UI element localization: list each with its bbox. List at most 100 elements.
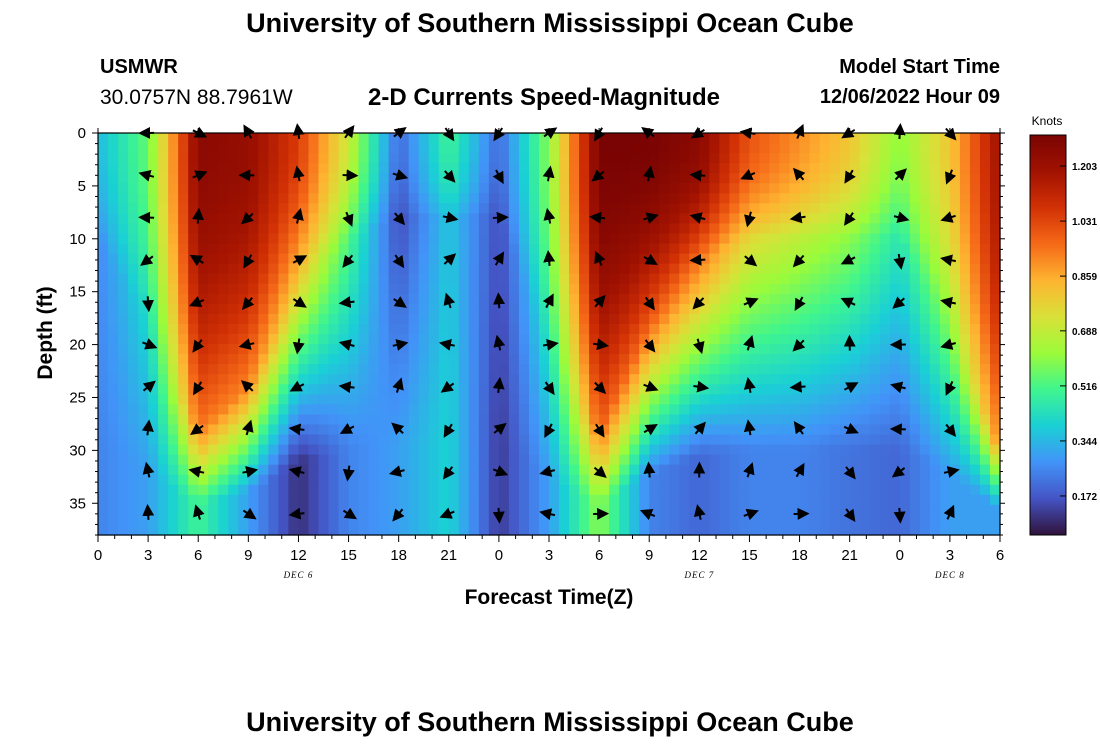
- heatmap-cell: [348, 424, 360, 436]
- heatmap-cell: [348, 364, 360, 375]
- heatmap-cell: [368, 334, 380, 345]
- heatmap-cell: [559, 143, 570, 154]
- heatmap-cell: [819, 243, 831, 255]
- heatmap-cell: [599, 514, 610, 526]
- heatmap-cell: [298, 133, 310, 144]
- heatmap-cell: [408, 484, 420, 496]
- heatmap-cell: [278, 203, 290, 214]
- heatmap-cell: [559, 524, 570, 536]
- heatmap-cell: [799, 434, 811, 446]
- heatmap-cell: [749, 313, 761, 325]
- heatmap-cell: [769, 374, 781, 385]
- heatmap-cell: [238, 394, 249, 405]
- heatmap-cell: [428, 193, 440, 204]
- heatmap-cell: [639, 233, 650, 245]
- heatmap-cell: [168, 253, 179, 265]
- current-vector-arrow: [338, 381, 355, 394]
- heatmap-cell: [619, 474, 630, 486]
- current-vector-arrow: [940, 211, 956, 223]
- chart-subtitle: 2-D Currents Speed-Magnitude: [368, 84, 721, 111]
- heatmap-cell: [989, 173, 1001, 184]
- heatmap-cell: [178, 394, 189, 405]
- heatmap-cell: [488, 474, 500, 486]
- heatmap-cell: [188, 364, 199, 375]
- heatmap-cell: [288, 323, 300, 335]
- current-vector-arrow: [892, 296, 906, 309]
- heatmap-cell: [288, 233, 300, 245]
- heatmap-cell: [729, 233, 741, 245]
- heatmap-cell: [188, 514, 199, 526]
- current-vector-arrow: [643, 296, 655, 311]
- heatmap-cell: [659, 384, 670, 395]
- heatmap-cell: [208, 504, 219, 516]
- heatmap-cell: [619, 243, 630, 255]
- heatmap-cell: [398, 354, 410, 365]
- heatmap-cell: [288, 404, 300, 415]
- heatmap-cell: [488, 163, 500, 174]
- heatmap-cell: [909, 263, 921, 275]
- heatmap-cell: [258, 424, 269, 436]
- heatmap-cell: [258, 143, 269, 154]
- heatmap-cell: [619, 374, 630, 385]
- heatmap-cell: [909, 364, 921, 375]
- heatmap-cell: [799, 514, 811, 526]
- heatmap-cell: [969, 464, 981, 476]
- heatmap-cell: [508, 213, 520, 225]
- heatmap-cell: [378, 323, 390, 335]
- heatmap-cell: [889, 213, 901, 225]
- heatmap-cell: [378, 133, 390, 144]
- heatmap-cell: [428, 384, 440, 395]
- heatmap-cell: [619, 173, 630, 184]
- heatmap-cell: [849, 293, 861, 305]
- heatmap-cell: [709, 283, 720, 295]
- heatmap-cell: [889, 354, 901, 365]
- heatmap-cell: [228, 474, 239, 486]
- heatmap-cell: [268, 394, 279, 405]
- heatmap-cell: [318, 243, 330, 255]
- heatmap-cell: [368, 444, 380, 456]
- heatmap-cell: [228, 313, 239, 325]
- heatmap-cell: [719, 424, 730, 436]
- heatmap-cell: [799, 313, 811, 325]
- heatmap-cell: [428, 173, 440, 184]
- heatmap-cell: [148, 243, 159, 255]
- heatmap-cell: [749, 524, 761, 536]
- heatmap-cell: [508, 334, 520, 345]
- heatmap-cell: [939, 474, 951, 486]
- heatmap-cell: [448, 384, 460, 395]
- heatmap-cell: [168, 313, 179, 325]
- heatmap-cell: [669, 364, 680, 375]
- heatmap-cell: [869, 504, 881, 516]
- heatmap-cell: [869, 334, 881, 345]
- heatmap-cell: [839, 364, 851, 375]
- heatmap-cell: [739, 223, 751, 235]
- heatmap-cell: [809, 163, 821, 174]
- heatmap-cell: [939, 434, 951, 446]
- heatmap-cell: [719, 474, 730, 486]
- heatmap-cell: [739, 183, 751, 194]
- colorbar-tick-label: 1.203: [1072, 162, 1097, 173]
- heatmap-cell: [208, 374, 219, 385]
- heatmap-cell: [318, 233, 330, 245]
- heatmap-cell: [358, 183, 370, 194]
- heatmap-cell: [669, 193, 680, 204]
- heatmap-cell: [458, 283, 470, 295]
- heatmap-cell: [198, 193, 209, 204]
- heatmap-cell: [959, 464, 971, 476]
- heatmap-cell: [889, 313, 901, 325]
- heatmap-cell: [719, 133, 730, 144]
- heatmap-cell: [148, 514, 159, 526]
- current-vector-arrow: [843, 382, 859, 394]
- heatmap-cell: [428, 504, 440, 516]
- heatmap-cell: [428, 323, 440, 335]
- heatmap-cell: [398, 323, 410, 335]
- heatmap-cell: [498, 163, 510, 174]
- heatmap-cell: [418, 334, 430, 345]
- heatmap-cell: [368, 504, 380, 516]
- heatmap-cell: [809, 203, 821, 214]
- heatmap-cell: [689, 233, 700, 245]
- heatmap-cell: [619, 504, 630, 516]
- heatmap-cell: [458, 334, 470, 345]
- heatmap-cell: [378, 173, 390, 184]
- heatmap-cell: [889, 454, 901, 466]
